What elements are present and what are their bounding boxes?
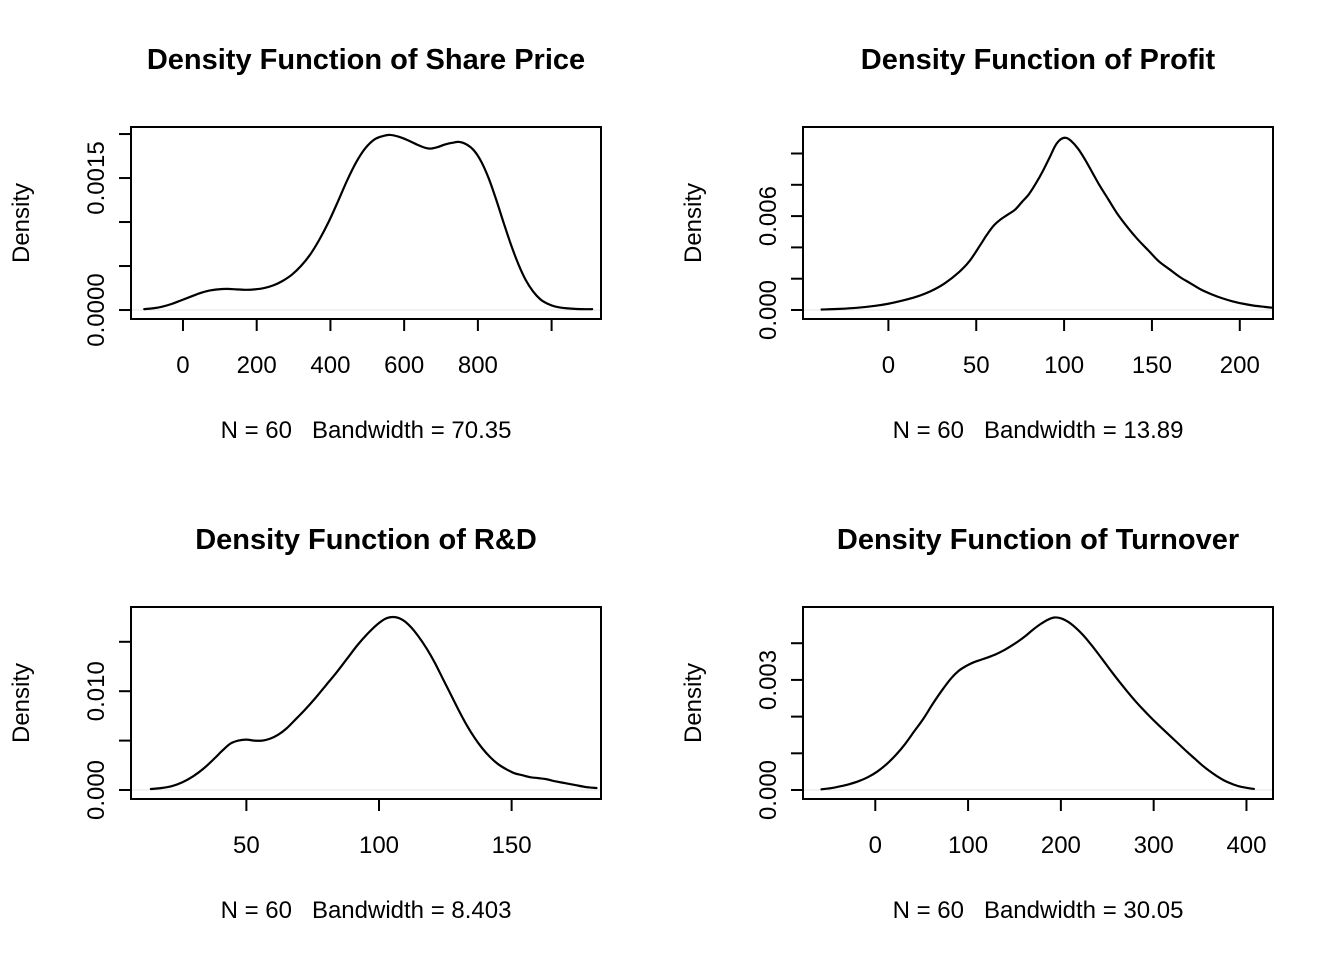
density-plot-turnover: Density Function of Turnover Density N =… <box>672 480 1344 960</box>
x-tick-label: 150 <box>1132 352 1172 379</box>
x-tick-label: 400 <box>310 352 350 379</box>
x-tick-label: 100 <box>948 832 988 859</box>
x-tick-label: 0 <box>176 352 189 379</box>
plot-canvas-share-price: 0 200 400 600 800 0.0000 0.0015 <box>83 126 602 379</box>
y-tick-label: 0.0000 <box>83 273 110 346</box>
density-curve <box>149 615 598 791</box>
x-tick-label: 800 <box>458 352 498 379</box>
density-plot-rnd: Density Function of R&D Density N = 60 B… <box>0 480 672 960</box>
x-tick-label: 0 <box>882 352 895 379</box>
plot-box <box>130 126 602 320</box>
plot-subtitle: N = 60 Bandwidth = 13.89 <box>892 417 1184 444</box>
plot-title: Density Function of Turnover <box>836 524 1240 556</box>
y-tick-label: 0.006 <box>755 186 782 246</box>
plot-title: Density Function of R&D <box>195 524 537 556</box>
density-plot-share-price: Density Function of Share Price Density … <box>0 0 672 480</box>
y-tick-label: 0.000 <box>755 760 782 820</box>
x-tick-label: 200 <box>1220 352 1260 379</box>
plot-subtitle: N = 60 Bandwidth = 70.35 <box>220 417 512 444</box>
x-tick-label: 300 <box>1134 832 1174 859</box>
x-tick-label: 150 <box>492 832 532 859</box>
x-tick-label: 200 <box>237 352 277 379</box>
density-curve <box>143 133 594 311</box>
plot-title: Density Function of Share Price <box>146 44 586 76</box>
plot-box <box>130 606 602 800</box>
plot-box <box>802 606 1274 800</box>
y-tick-label: 0.000 <box>83 760 110 820</box>
density-plot-profit: Density Function of Profit Density N = 6… <box>672 0 1344 480</box>
plot-canvas-profit: 0 50 100 150 200 0.000 0.006 <box>755 126 1274 379</box>
x-tick-label: 200 <box>1041 832 1081 859</box>
y-tick-label: 0.000 <box>755 280 782 340</box>
x-tick-label: 50 <box>233 832 260 859</box>
x-tick-label: 100 <box>1044 352 1084 379</box>
density-curve <box>820 616 1255 791</box>
plot-title: Density Function of Profit <box>860 44 1216 76</box>
y-tick-label: 0.010 <box>83 661 110 721</box>
plot-canvas-turnover: 0 100 200 300 400 0.000 0.003 <box>755 606 1274 859</box>
y-tick-label: 0.0015 <box>83 141 110 214</box>
plot-box <box>802 126 1274 320</box>
plot-subtitle: N = 60 Bandwidth = 30.05 <box>892 897 1184 924</box>
y-tick-label: 0.003 <box>755 650 782 710</box>
plot-subtitle: N = 60 Bandwidth = 8.403 <box>220 897 512 924</box>
x-tick-label: 100 <box>359 832 399 859</box>
x-tick-label: 600 <box>384 352 424 379</box>
x-tick-label: 0 <box>869 832 882 859</box>
density-curve <box>820 136 1273 311</box>
x-tick-label: 50 <box>963 352 990 379</box>
plot-canvas-rnd: 50 100 150 0.000 0.010 <box>83 606 602 859</box>
x-tick-label: 400 <box>1226 832 1266 859</box>
